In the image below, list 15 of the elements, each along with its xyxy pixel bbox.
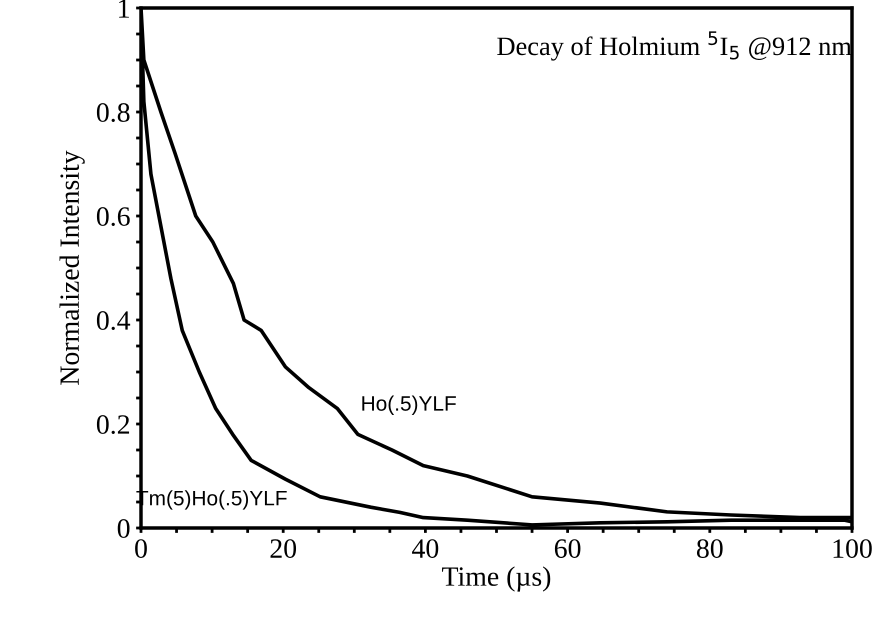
x-tick-label: 100	[834, 539, 872, 558]
x-axis-title: Time (µs)	[442, 566, 550, 592]
x-tick-label: 60	[554, 539, 580, 558]
y-axis-title: Normalized Intensity	[59, 150, 85, 385]
x-tick-label: 0	[135, 539, 147, 558]
x-tick-label: 40	[412, 539, 438, 558]
x-tick-label: 20	[270, 539, 296, 558]
y-tick-label: 0.2	[96, 415, 130, 434]
y-tick-label: 0.4	[96, 311, 130, 330]
x-tick-label: 80	[696, 539, 723, 558]
series-label: Ho(.5)YLF	[362, 396, 456, 415]
y-tick-label: 0.6	[96, 207, 130, 226]
text: Decay of Holmium $^{5}$I$_{5}$ @912 nm	[497, 31, 852, 61]
y-tick-label: 0.8	[96, 103, 130, 122]
y-tick-label: 0	[118, 519, 130, 538]
